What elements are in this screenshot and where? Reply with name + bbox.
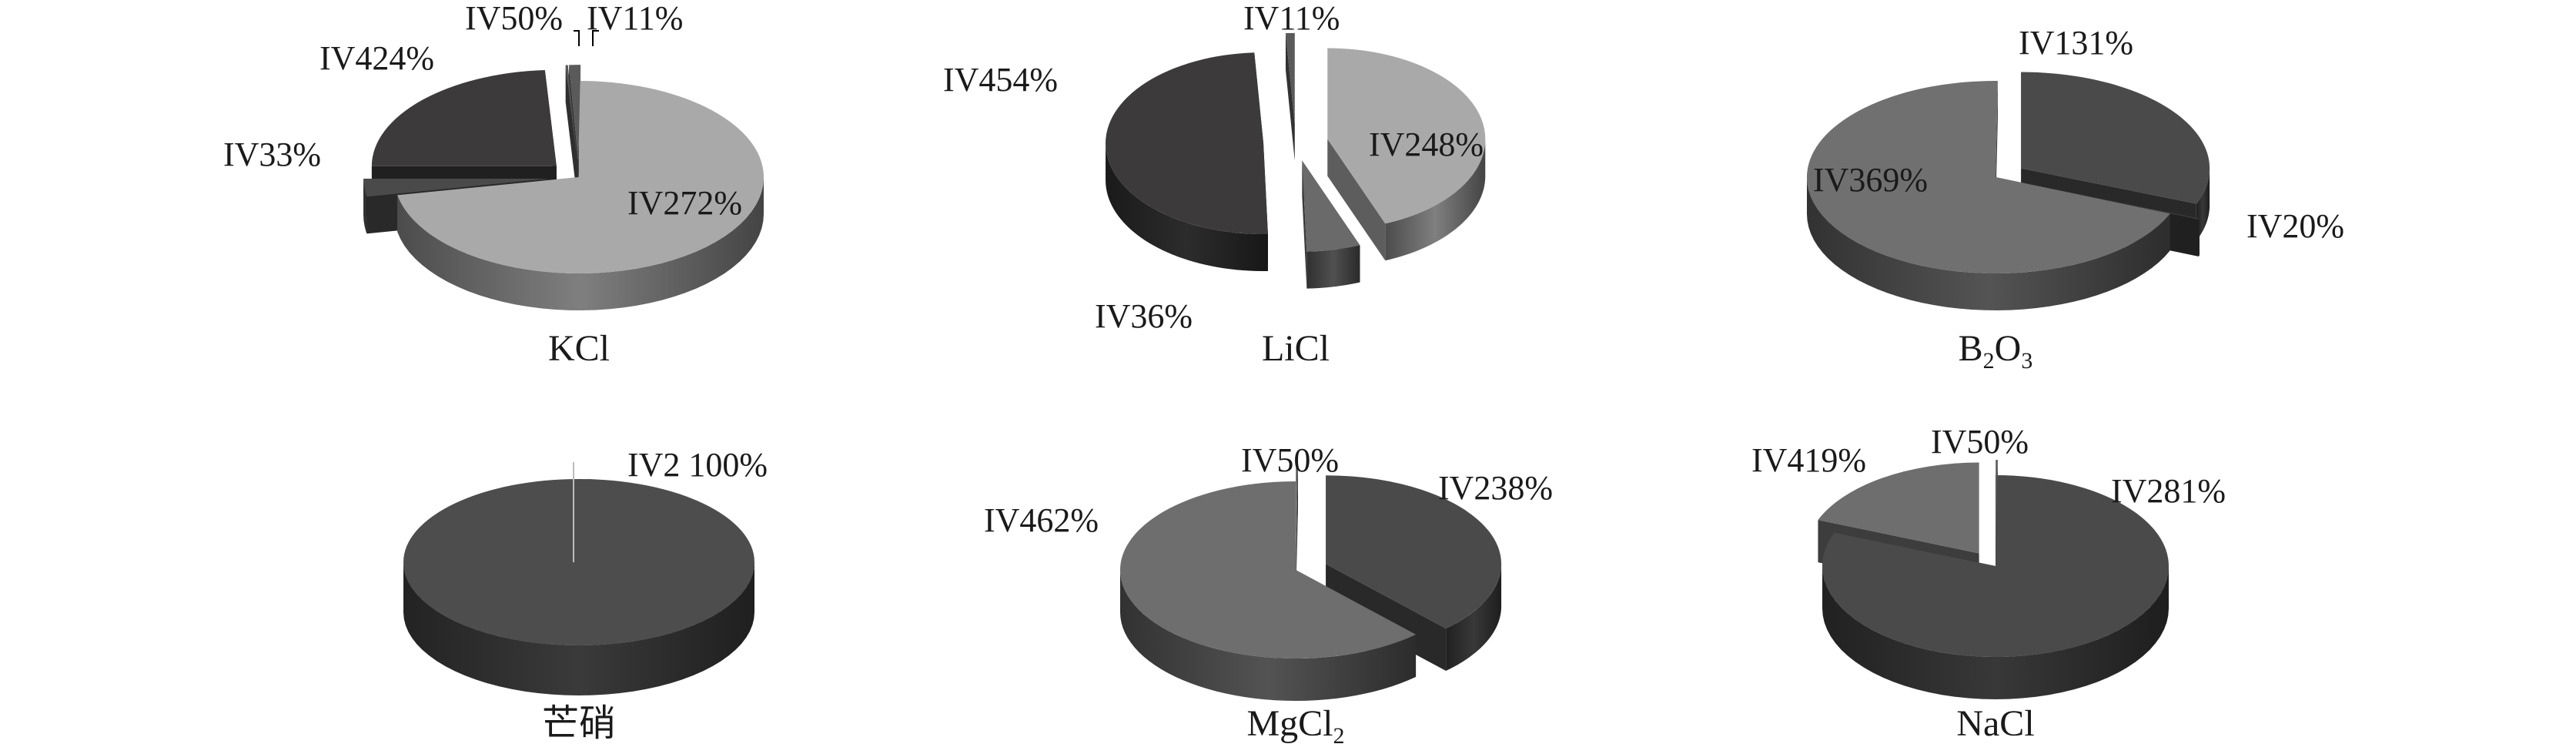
pie-b2o3	[1806, 72, 2210, 310]
slice-label-mangxiao-iv2: IV2 100%	[627, 446, 768, 484]
slice-mgcl2-iv4	[1120, 481, 1417, 659]
chart-title-kcl: KCl	[548, 328, 610, 369]
slice-side-licl-iv2-1	[1327, 139, 1386, 261]
slice-label-licl-iv3: IV36%	[1095, 297, 1193, 335]
slice-label-nacl-iv5: IV50%	[1931, 423, 2029, 461]
slice-b2o3-iv2	[2024, 183, 2200, 220]
chart-mangxiao: IV2 100% 芒硝	[542, 446, 768, 745]
pie-nacl	[1818, 460, 2169, 699]
slice-side-licl-iv3-1	[1302, 160, 1307, 289]
slice-label-b2o3-iv3: IV369%	[1813, 161, 1928, 199]
slice-label-kcl-iv3: IV33%	[223, 136, 321, 173]
chart-title-mgcl2: MgCl2	[1246, 703, 1344, 749]
slice-wall-licl-iv3	[1306, 245, 1360, 289]
slice-wall-b2o3-iv1	[2196, 168, 2210, 241]
pie-licl	[1106, 32, 1486, 289]
slice-label-mgcl2-iv5: IV50%	[1241, 441, 1339, 479]
slice-mgcl2-iv5	[1296, 464, 1298, 554]
slice-side-mgcl2-iv5-1	[1296, 464, 1298, 596]
slice-label-licl-iv2: IV248%	[1369, 126, 1484, 163]
pie-mgcl2	[1120, 464, 1502, 701]
slice-wall-licl-iv4	[1106, 143, 1268, 272]
slice-wall-b2o3-iv3	[1807, 177, 2170, 310]
slice-kcl-iv2	[397, 81, 764, 274]
slice-wall-b2o3-iv2	[2198, 218, 2200, 257]
pie-mangxiao	[403, 478, 754, 695]
slice-label-mgcl2-iv2: IV238%	[1438, 469, 1553, 507]
slice-wall-nacl-iv2	[1822, 566, 2169, 699]
slice-label-nacl-iv4: IV419%	[1751, 441, 1866, 479]
slice-label-kcl-iv4: IV424%	[319, 39, 434, 77]
slice-label-kcl-iv1: IV11%	[587, 0, 683, 37]
leader-line-kcl-iv1	[592, 30, 599, 46]
slice-nacl-iv4	[1818, 462, 1979, 554]
chart-title-b2o3: B2O3	[1959, 328, 2033, 374]
slice-label-mgcl2-iv4: IV462%	[984, 501, 1099, 539]
slice-mangxiao-iv2	[403, 478, 754, 646]
slice-b2o3-iv3	[1806, 81, 2170, 273]
chart-kcl: IV50% IV11% IV424% IV33% IV272% KCl	[223, 0, 742, 369]
chart-title-licl: LiCl	[1262, 328, 1330, 369]
slice-label-licl-iv4: IV454%	[943, 61, 1058, 99]
slice-wall-mangxiao-iv2	[403, 562, 754, 695]
slice-nacl-iv5	[1996, 460, 1998, 551]
slice-label-licl-iv1: IV11%	[1243, 0, 1340, 37]
slice-licl-iv1	[1285, 32, 1295, 124]
chart-title-mangxiao: 芒硝	[542, 702, 616, 745]
slice-wall-mgcl2-iv4	[1120, 570, 1417, 701]
slice-mgcl2-iv2	[1326, 475, 1502, 629]
slice-label-kcl-iv2: IV272%	[627, 184, 742, 222]
slice-kcl-iv4	[371, 69, 557, 166]
slice-nacl-iv2	[1822, 475, 2169, 658]
slice-label-b2o3-iv2: IV20%	[2246, 207, 2344, 245]
slice-side-mgcl2-iv2-1	[1326, 564, 1447, 672]
slice-wall-mgcl2-iv2	[1446, 564, 1502, 672]
slice-label-b2o3-iv1: IV131%	[2019, 24, 2133, 62]
slice-label-nacl-iv2: IV281%	[2111, 472, 2226, 510]
slice-kcl-iv1	[569, 65, 581, 162]
slice-b2o3-iv1	[2021, 72, 2210, 204]
leader-line-kcl-iv5	[574, 30, 580, 46]
slice-wall-kcl-iv3	[363, 178, 367, 234]
chart-mgcl2: IV50% IV238% IV462% MgCl2	[984, 441, 1553, 749]
chart-nacl: IV50% IV419% IV281% NaCl	[1751, 423, 2226, 744]
slice-licl-iv4	[1106, 52, 1268, 235]
slice-licl-iv3	[1302, 160, 1360, 252]
slice-side-licl-iv1-0	[1285, 33, 1295, 161]
chart-licl: IV11% IV454% IV248% IV36% LiCl	[943, 0, 1484, 369]
slice-wall-licl-iv2	[1385, 139, 1486, 261]
pie-kcl	[363, 65, 764, 310]
slice-kcl-iv3	[363, 178, 549, 197]
slice-kcl-iv5	[565, 65, 577, 162]
chart-b2o3: IV131% IV369% IV20% B2O3	[1813, 24, 2344, 374]
slice-licl-iv2	[1327, 48, 1486, 224]
slice-wall-kcl-iv2	[397, 177, 764, 310]
chart-title-nacl: NaCl	[1956, 703, 2034, 744]
slice-label-kcl-iv5: IV50%	[465, 0, 563, 37]
